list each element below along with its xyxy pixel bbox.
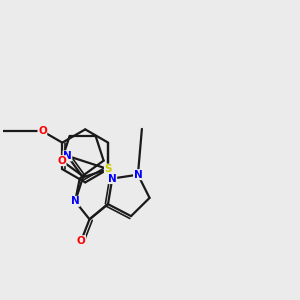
Text: O: O	[57, 156, 66, 166]
Text: O: O	[38, 126, 47, 136]
Text: N: N	[63, 151, 72, 161]
Text: N: N	[71, 196, 80, 206]
Text: N: N	[108, 173, 117, 184]
Text: O: O	[77, 236, 85, 246]
Text: N: N	[134, 170, 142, 180]
Text: S: S	[104, 164, 112, 174]
